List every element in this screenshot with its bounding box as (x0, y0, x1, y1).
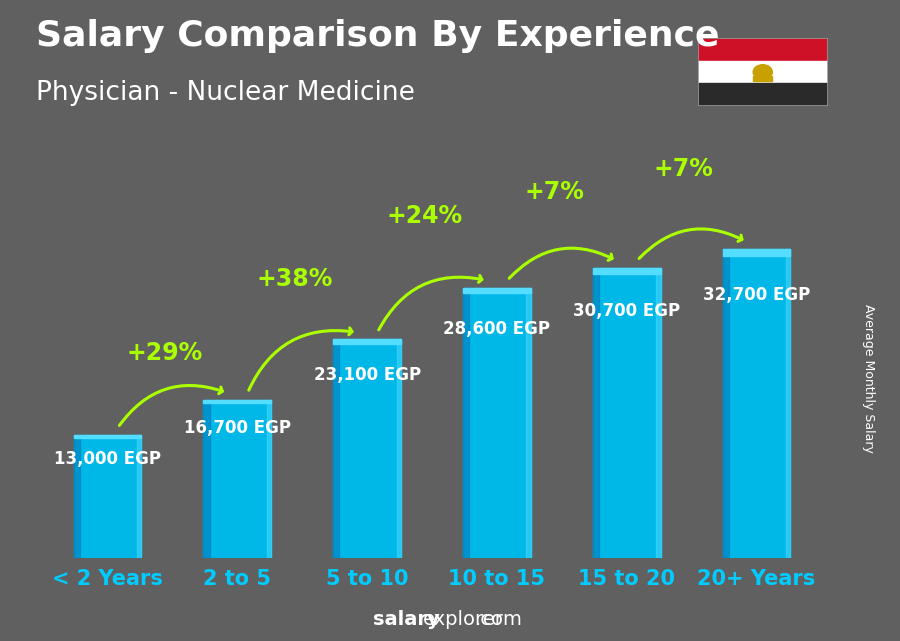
Bar (464, 288, 531, 294)
Bar (753, 76, 772, 81)
Bar (203, 400, 271, 558)
Bar (203, 400, 271, 403)
Text: +7%: +7% (524, 180, 584, 204)
Bar (333, 340, 400, 558)
Text: Salary Comparison By Experience: Salary Comparison By Experience (36, 19, 719, 53)
Text: Average Monthly Salary: Average Monthly Salary (862, 304, 875, 453)
Text: explorer: explorer (423, 610, 504, 629)
Bar (698, 38, 828, 61)
Text: 23,100 EGP: 23,100 EGP (313, 365, 420, 384)
Bar (464, 288, 531, 558)
Text: +24%: +24% (386, 204, 463, 228)
Text: 13,000 EGP: 13,000 EGP (54, 449, 161, 467)
Text: 32,700 EGP: 32,700 EGP (703, 286, 810, 304)
Bar (266, 400, 271, 558)
Bar (593, 268, 661, 558)
Bar (698, 61, 828, 83)
Bar (723, 249, 790, 558)
Text: 16,700 EGP: 16,700 EGP (184, 419, 291, 437)
Text: salary: salary (374, 610, 440, 629)
Bar (656, 268, 661, 558)
Bar (137, 435, 141, 558)
Bar (593, 268, 599, 558)
Bar (203, 400, 210, 558)
Bar (74, 435, 141, 558)
Bar (526, 288, 531, 558)
Text: +7%: +7% (654, 157, 714, 181)
Bar (333, 340, 400, 344)
Circle shape (753, 65, 772, 79)
Bar (723, 249, 729, 558)
Bar (397, 340, 400, 558)
Text: .com: .com (475, 610, 523, 629)
Text: Physician - Nuclear Medicine: Physician - Nuclear Medicine (36, 80, 415, 106)
Text: +29%: +29% (126, 341, 202, 365)
Bar (698, 83, 828, 106)
Bar (593, 268, 661, 274)
Text: 30,700 EGP: 30,700 EGP (573, 303, 680, 320)
Text: 28,600 EGP: 28,600 EGP (444, 320, 551, 338)
Bar (723, 249, 790, 256)
Bar (333, 340, 339, 558)
Bar (464, 288, 469, 558)
Text: +38%: +38% (256, 267, 333, 292)
Bar (74, 435, 141, 438)
Bar (786, 249, 790, 558)
Bar (74, 435, 80, 558)
